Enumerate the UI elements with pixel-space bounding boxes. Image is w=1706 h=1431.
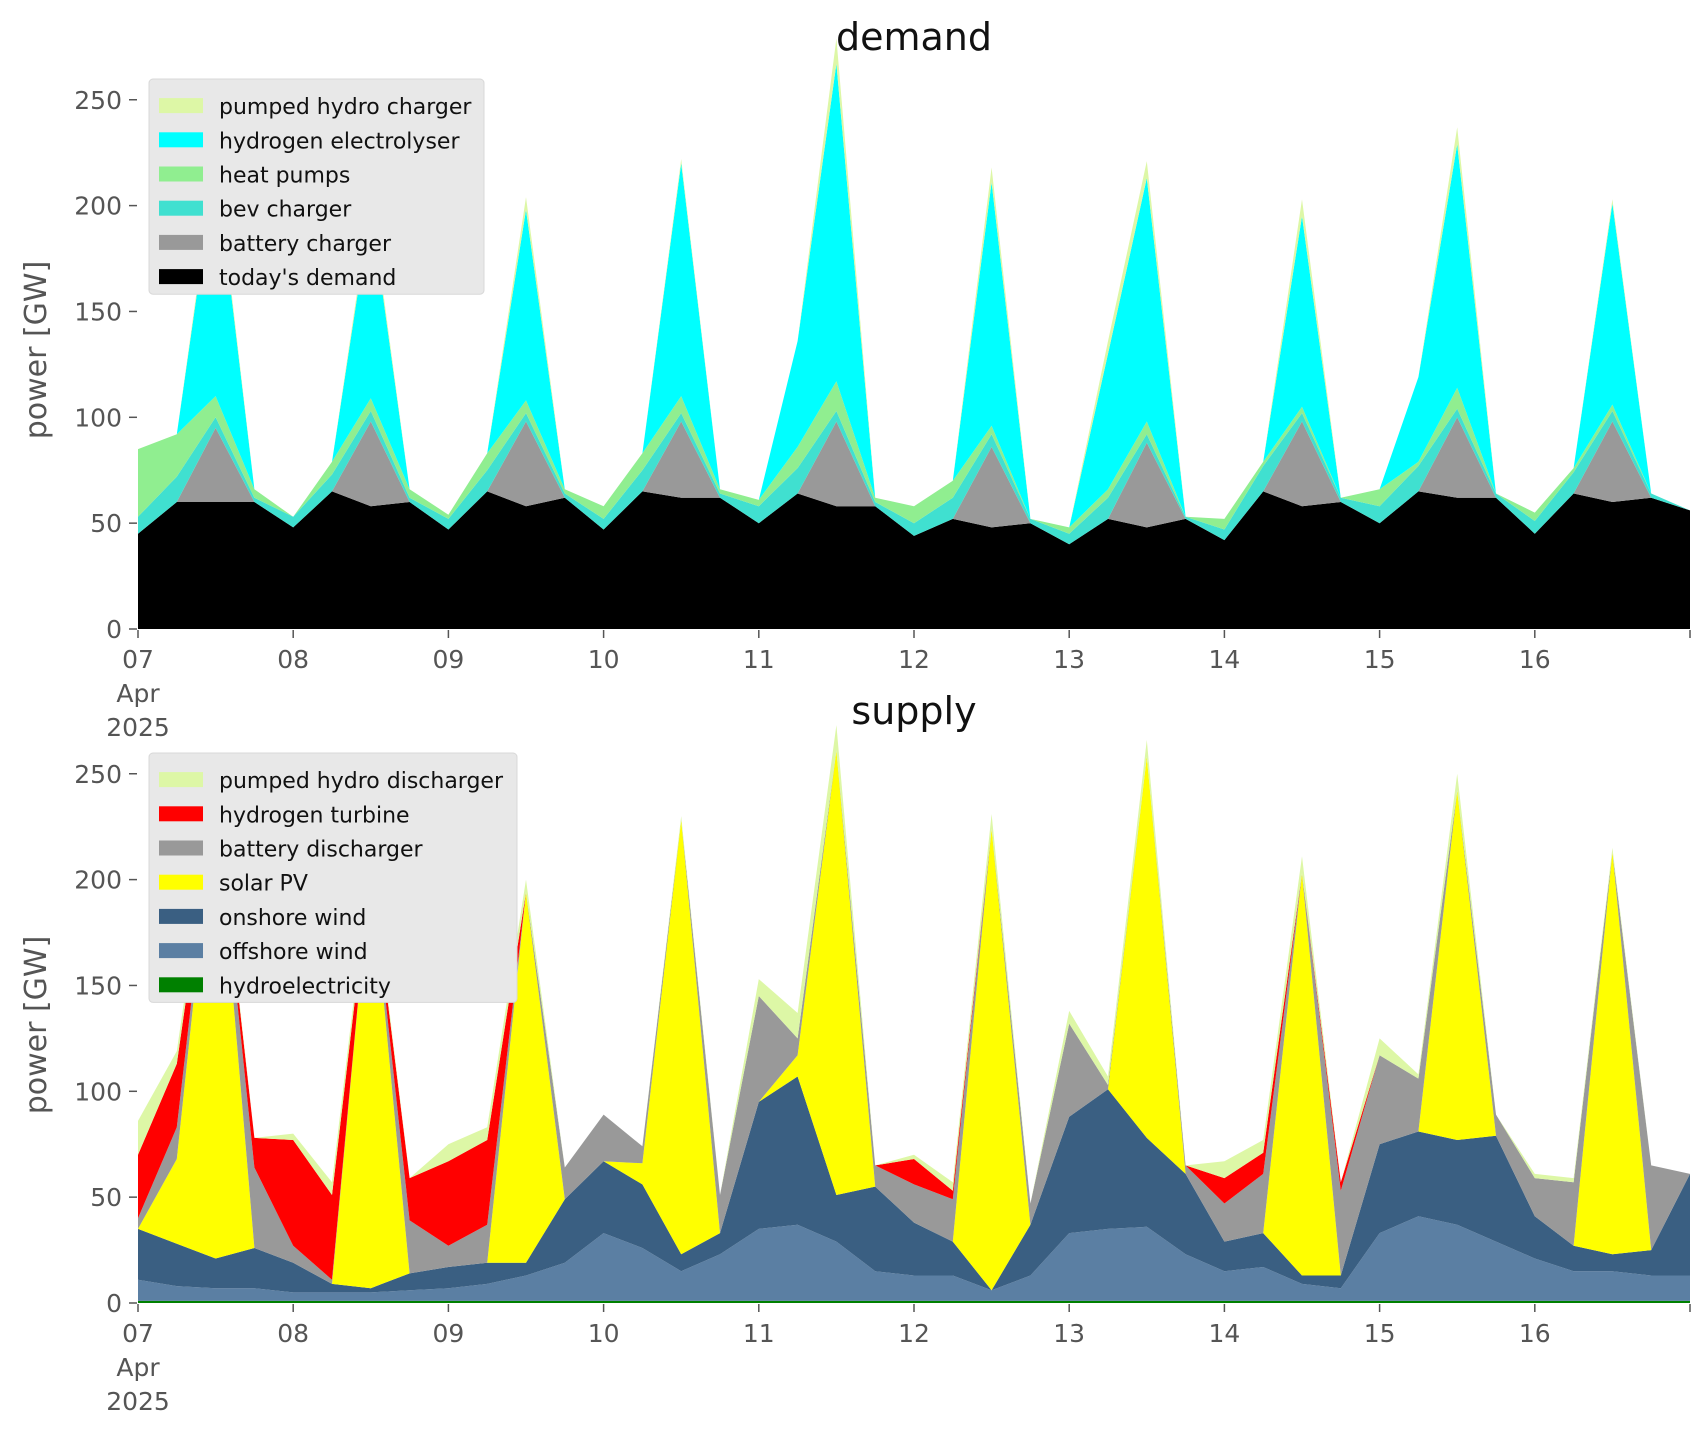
legend-swatch-solar-pv [159, 874, 203, 890]
legend-swatch-hydrogen-electrolyser [159, 132, 203, 148]
y-tick-label: 100 [74, 403, 122, 432]
y-tick-label: 250 [74, 86, 122, 115]
x-tick-label: 13 [1053, 645, 1085, 674]
area-hydrogen-turbine [138, 750, 1690, 1280]
legend-label: solar PV [219, 872, 308, 897]
x-tick-label: 12 [898, 1319, 930, 1348]
legend-label: hydrogen turbine [219, 803, 410, 828]
x-tick-label: 09 [432, 645, 464, 674]
legend-swatch-bev-charger [159, 200, 203, 216]
x-tick-label: 13 [1053, 1319, 1085, 1348]
area-series-group [138, 725, 1690, 1303]
demand-panel: demand power [GW] 0 50 100 150 200 250 07 Apr 2… [19, 15, 1691, 742]
x-tick-label: 12 [898, 645, 930, 674]
supply-panel: supply power [GW] 0 50 100 150 200 250 07 Apr 2… [19, 689, 1691, 1416]
legend-label: onshore wind [219, 906, 366, 931]
x-tick-sublabel: Apr [116, 679, 160, 708]
chart-title: supply [851, 689, 976, 733]
area-onshore-wind [138, 1076, 1690, 1293]
legend-swatch-battery-discharger [159, 840, 203, 856]
legend-swatch-offshore-wind [159, 943, 203, 959]
chart-title: demand [836, 15, 992, 59]
x-tick-label: 16 [1519, 1319, 1551, 1348]
area-heat-pumps [138, 381, 1690, 534]
legend-swatch-today-s-demand [159, 269, 203, 285]
legend-swatch-heat-pumps [159, 166, 203, 182]
legend: pumped hydro discharger hydrogen turbine b… [148, 752, 518, 1003]
legend-label: heat pumps [219, 164, 350, 189]
x-tick-sublabel: Apr [116, 1353, 160, 1382]
x-tick-label: 11 [743, 1319, 775, 1348]
x-tick-label: 16 [1519, 645, 1551, 674]
x-tick-label: 14 [1208, 645, 1240, 674]
area-solar-pv [138, 750, 1690, 1291]
x-tick-label: 09 [432, 1319, 464, 1348]
x-tick-label: 08 [277, 1319, 309, 1348]
legend-label: pumped hydro charger [219, 95, 472, 120]
x-tick-label: 14 [1208, 1319, 1240, 1348]
y-tick-label: 0 [106, 615, 122, 644]
legend-swatch-hydroelectricity [159, 977, 203, 993]
legend-label: bev charger [219, 198, 352, 223]
legend-swatch-onshore-wind [159, 908, 203, 924]
y-tick-label: 150 [74, 297, 122, 326]
y-axis: 0 50 100 150 200 250 [74, 86, 137, 644]
y-tick-label: 150 [74, 971, 122, 1000]
legend-box [148, 78, 485, 295]
legend: pumped hydro charger hydrogen electrolyse… [148, 78, 485, 295]
legend-label: pumped hydro discharger [219, 769, 504, 794]
x-tick-sublabel: 2025 [106, 1387, 170, 1416]
area-offshore-wind [138, 1216, 1690, 1301]
y-axis-label: power [GW] [19, 261, 54, 440]
y-tick-label: 250 [74, 760, 122, 789]
x-tick-label: 08 [277, 645, 309, 674]
legend-swatch-pumped-hydro-charger [159, 98, 203, 114]
legend-label: hydroelectricity [219, 974, 391, 999]
y-tick-label: 0 [106, 1289, 122, 1318]
x-tick-label: 07 [122, 1319, 154, 1348]
x-tick-label: 11 [743, 645, 775, 674]
legend-label: offshore wind [219, 940, 368, 965]
area-series-group [138, 38, 1690, 629]
x-tick-label: 10 [588, 1319, 620, 1348]
y-axis: 0 50 100 150 200 250 [74, 760, 137, 1318]
y-tick-label: 50 [90, 509, 122, 538]
legend-swatch-battery-charger [159, 234, 203, 250]
x-tick-sublabel: 2025 [106, 713, 170, 742]
x-axis: 07 Apr 2025 08 09 10 11 12 13 14 15 16 [106, 1304, 1691, 1416]
area-hydroelectricity [138, 1300, 1690, 1303]
legend-label: hydrogen electrolyser [219, 129, 460, 154]
area-battery-charger [138, 417, 1690, 545]
x-tick-label: 15 [1364, 645, 1396, 674]
legend-swatch-pumped-hydro-discharger [159, 772, 203, 788]
area-bev-charger [138, 408, 1690, 545]
y-tick-label: 200 [74, 192, 122, 221]
legend-label: today's demand [219, 266, 396, 291]
legend-label: battery discharger [219, 838, 424, 863]
area-today-s-demand [138, 491, 1690, 629]
legend-label: battery charger [219, 232, 392, 257]
legend-box [148, 752, 518, 1003]
x-tick-label: 07 [122, 645, 154, 674]
y-tick-label: 50 [90, 1183, 122, 1212]
x-tick-label: 15 [1364, 1319, 1396, 1348]
y-axis-label: power [GW] [19, 936, 54, 1115]
legend-swatch-hydrogen-turbine [159, 806, 203, 822]
y-tick-label: 200 [74, 866, 122, 895]
x-axis: 07 Apr 2025 08 09 10 11 12 13 14 15 16 [106, 630, 1691, 742]
y-tick-label: 100 [74, 1077, 122, 1106]
x-tick-label: 10 [588, 645, 620, 674]
